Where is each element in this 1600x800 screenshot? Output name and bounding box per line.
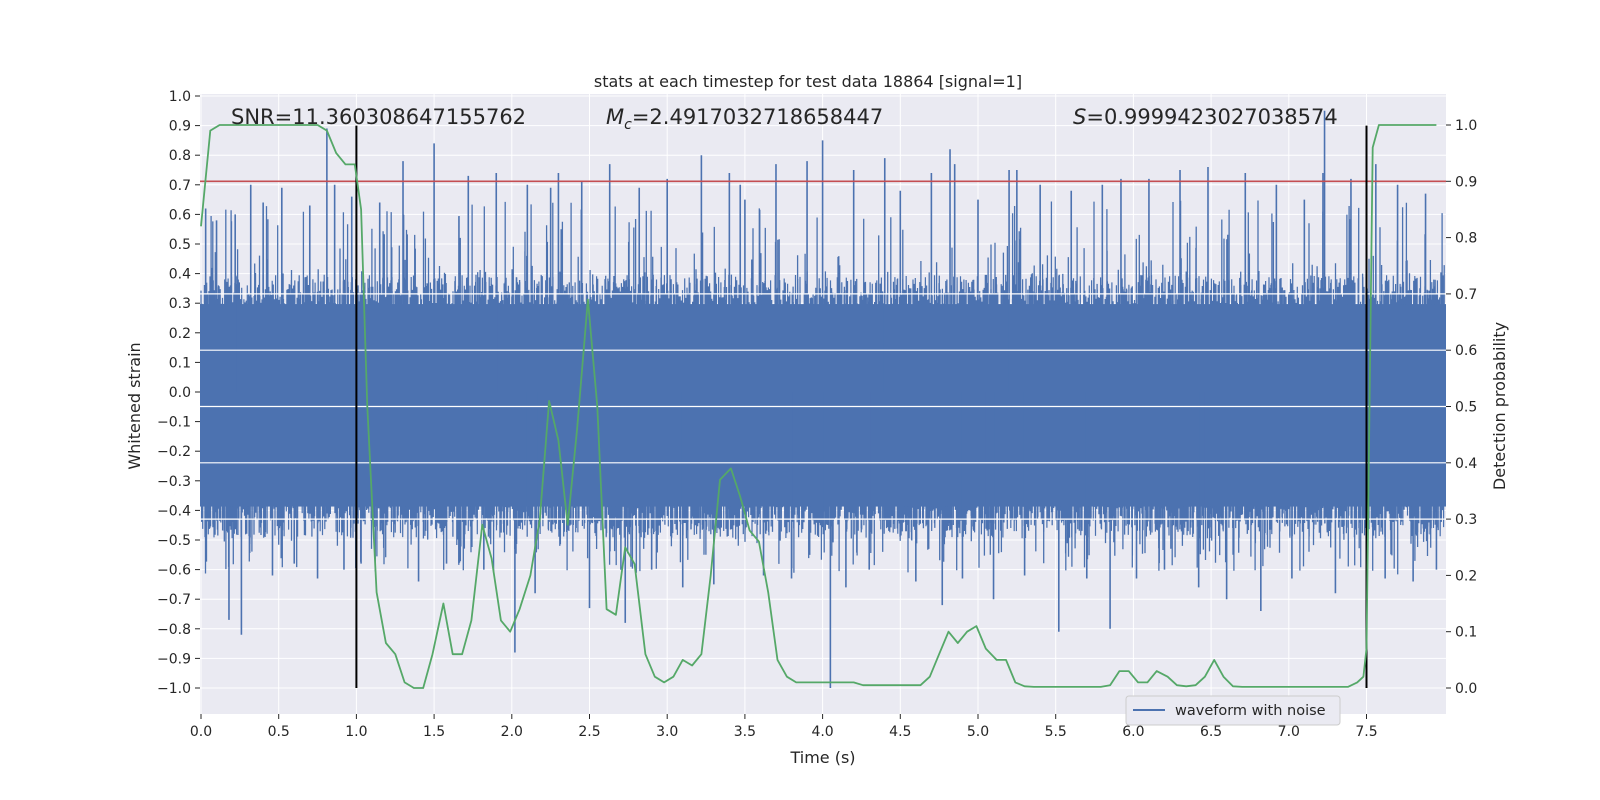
left-y-tick-label-17: 0.7 <box>169 178 191 194</box>
left-y-axis-label: Whitened strain <box>125 342 144 469</box>
x-tick-label-7: 3.5 <box>734 724 756 740</box>
right-y-tick-label-0: 0.0 <box>1455 681 1477 697</box>
chirp-mass-symbol: M <box>606 105 624 129</box>
left-y-tick-label-20: 1.0 <box>169 89 191 105</box>
x-axis-ticks: 0.0 0.5 1.0 1.5 2.0 2.5 3.0 3.5 4.0 4.5 5.0 5.5 6.0 6… <box>190 714 1378 740</box>
x-tick-label-1: 0.5 <box>268 724 290 740</box>
x-tick-label-0: 0.0 <box>190 724 212 740</box>
chirp-mass-value: =2.4917032718658447 <box>632 105 883 129</box>
left-y-axis-ticks: −1.0 −0.9 −0.8 −0.7 −0.6 −0.5 −0.4 −0.3 −0.2 −0.1… <box>157 89 200 697</box>
detection-probability-line <box>200 124 1437 689</box>
chirp-mass-subscript: c <box>624 117 632 133</box>
left-y-tick-label-4: −0.6 <box>157 563 191 579</box>
right-y-tick-label-5: 0.5 <box>1455 400 1477 416</box>
chirp-mass-annotation: Mc=2.4917032718658447 <box>606 105 883 133</box>
right-y-tick-label-1: 0.1 <box>1455 625 1477 641</box>
left-y-tick-label-3: −0.7 <box>157 592 191 608</box>
x-axis-label: Time (s) <box>789 748 855 767</box>
x-tick-label-8: 4.0 <box>811 724 833 740</box>
x-tick-label-5: 2.5 <box>578 724 600 740</box>
right-y-tick-label-6: 0.6 <box>1455 343 1477 359</box>
snr-annotation: SNR=11.360308647155762 <box>231 105 526 129</box>
right-y-tick-label-7: 0.7 <box>1455 287 1477 303</box>
annotations: SNR=11.360308647155762 Mc=2.491703271865… <box>231 105 1338 133</box>
x-tick-label-4: 2.0 <box>501 724 523 740</box>
waveform-with-noise <box>200 110 1446 688</box>
right-y-tick-label-3: 0.3 <box>1455 512 1477 528</box>
s-value: =0.9999423027038574 <box>1086 105 1337 129</box>
x-tick-label-12: 6.0 <box>1122 724 1144 740</box>
left-y-tick-label-1: −0.9 <box>157 651 191 667</box>
chart-title: stats at each timestep for test data 188… <box>594 72 1022 91</box>
left-y-tick-label-0: −1.0 <box>157 681 191 697</box>
legend-box <box>1125 695 1341 726</box>
left-y-tick-label-6: −0.4 <box>157 503 191 519</box>
left-y-tick-label-15: 0.5 <box>169 237 191 253</box>
x-tick-label-13: 6.5 <box>1200 724 1222 740</box>
s-symbol: S <box>1073 105 1086 129</box>
left-y-tick-label-13: 0.3 <box>169 296 191 312</box>
left-y-tick-label-16: 0.6 <box>169 207 191 223</box>
x-tick-label-14: 7.0 <box>1278 724 1300 740</box>
x-tick-label-9: 4.5 <box>889 724 911 740</box>
left-y-tick-label-19: 0.9 <box>169 119 191 135</box>
left-y-tick-label-8: −0.2 <box>157 444 191 460</box>
x-tick-label-10: 5.0 <box>967 724 989 740</box>
right-y-tick-label-4: 0.4 <box>1455 456 1477 472</box>
left-y-tick-label-9: −0.1 <box>157 415 191 431</box>
legend-label-waveform: waveform with noise <box>1175 703 1326 719</box>
x-tick-label-11: 5.5 <box>1045 724 1067 740</box>
left-y-tick-label-5: −0.5 <box>157 533 191 549</box>
right-y-tick-label-9: 0.9 <box>1455 174 1477 190</box>
x-tick-label-15: 7.5 <box>1355 724 1377 740</box>
legend: waveform with noise <box>1125 695 1341 726</box>
left-y-tick-label-14: 0.4 <box>169 267 191 283</box>
left-y-tick-label-10: 0.0 <box>169 385 191 401</box>
left-y-tick-label-12: 0.2 <box>169 326 191 342</box>
x-tick-label-6: 3.0 <box>656 724 678 740</box>
right-y-axis-label: Detection probability <box>1490 322 1509 490</box>
detection-probability-series <box>200 124 1437 689</box>
right-y-axis-ticks: 0.0 0.1 0.2 0.3 0.4 0.5 0.6 0.7 0.8 0.9 1.0 <box>1446 118 1477 697</box>
right-y-tick-label-10: 1.0 <box>1455 118 1477 134</box>
left-y-tick-label-2: −0.8 <box>157 622 191 638</box>
x-tick-label-2: 1.0 <box>345 724 367 740</box>
left-y-tick-label-11: 0.1 <box>169 355 191 371</box>
s-annotation: S=0.9999423027038574 <box>1073 105 1338 129</box>
x-tick-label-3: 1.5 <box>423 724 445 740</box>
left-y-tick-label-18: 0.8 <box>169 148 191 164</box>
right-y-tick-label-2: 0.2 <box>1455 568 1477 584</box>
right-y-tick-label-8: 0.8 <box>1455 231 1477 247</box>
left-y-tick-label-7: −0.3 <box>157 474 191 490</box>
